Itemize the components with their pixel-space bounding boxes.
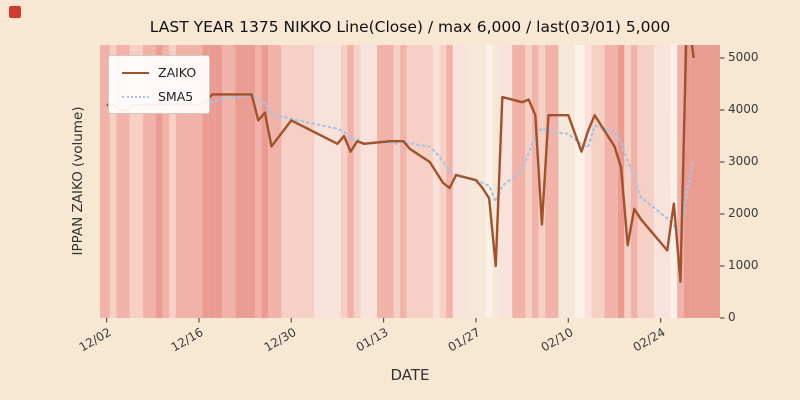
legend-label-sma5: SMA5 [158, 89, 194, 104]
background-band [202, 45, 209, 318]
background-band [347, 45, 354, 318]
background-band [100, 45, 110, 318]
background-band [222, 45, 236, 318]
tick-marks [106, 57, 725, 323]
background-band [261, 45, 269, 318]
background-band [162, 45, 170, 318]
background-band [314, 45, 341, 318]
background-band [235, 45, 249, 318]
sma5-line [131, 93, 695, 236]
background-band [624, 45, 631, 318]
background-band [604, 45, 618, 318]
background-band [419, 45, 434, 318]
background-band [109, 45, 117, 318]
background-band [169, 45, 176, 318]
red-dot-marker [9, 6, 21, 18]
background-band [433, 45, 440, 318]
background-band [499, 45, 513, 318]
background-band [492, 45, 500, 318]
background-band [558, 45, 575, 318]
background-band [479, 45, 486, 318]
background-band [525, 45, 533, 318]
legend-item-zaiko: ZAIKO [122, 65, 196, 80]
background-band [255, 45, 262, 318]
background-band [617, 45, 625, 318]
sma5-line-sample [122, 95, 149, 98]
y-tick-label: 4000 [728, 102, 759, 116]
background-band [446, 45, 453, 318]
y-tick-label: 1000 [728, 258, 759, 272]
background-band [532, 45, 539, 318]
zaiko-line-sample [122, 71, 149, 74]
background-band [156, 45, 163, 318]
background-band [574, 45, 585, 318]
y-tick-label: 0 [728, 310, 736, 324]
background-band [538, 45, 546, 318]
legend-label-zaiko: ZAIKO [158, 65, 197, 80]
background-band [281, 45, 315, 318]
background-band [248, 45, 255, 318]
background-band [208, 45, 216, 318]
background-band [123, 45, 130, 318]
legend-item-sma5: SMA5 [122, 89, 196, 104]
background-band [340, 45, 348, 318]
x-axis-label: DATE [390, 366, 430, 384]
y-tick-label: 2000 [728, 206, 759, 220]
y-axis-label: IPPAN ZAIKO (volume) [70, 106, 86, 256]
background-band [591, 45, 605, 318]
background-band [637, 45, 655, 318]
background-band [466, 45, 480, 318]
background-band [584, 45, 592, 318]
background-band [116, 45, 124, 318]
background-band [677, 45, 684, 318]
background-band [393, 45, 401, 318]
background-band [654, 45, 671, 318]
y-tick-label: 5000 [728, 50, 759, 64]
background-band [452, 45, 467, 318]
background-band [670, 45, 678, 318]
background-band [400, 45, 407, 318]
background-band [406, 45, 420, 318]
background-band [268, 45, 282, 318]
background-band [512, 45, 526, 318]
chart-title: LAST YEAR 1375 NIKKO Line(Close) / max 6… [149, 18, 671, 36]
background-band [683, 45, 691, 318]
background-band [377, 45, 394, 318]
background-band [215, 45, 223, 318]
background-band [545, 45, 559, 318]
background-band [485, 45, 493, 318]
y-tick-label: 3000 [728, 154, 759, 168]
legend: ZAIKO SMA5 [108, 55, 211, 114]
background-band [360, 45, 378, 318]
background-band [690, 45, 720, 318]
background-band [353, 45, 361, 318]
background-band [630, 45, 638, 318]
